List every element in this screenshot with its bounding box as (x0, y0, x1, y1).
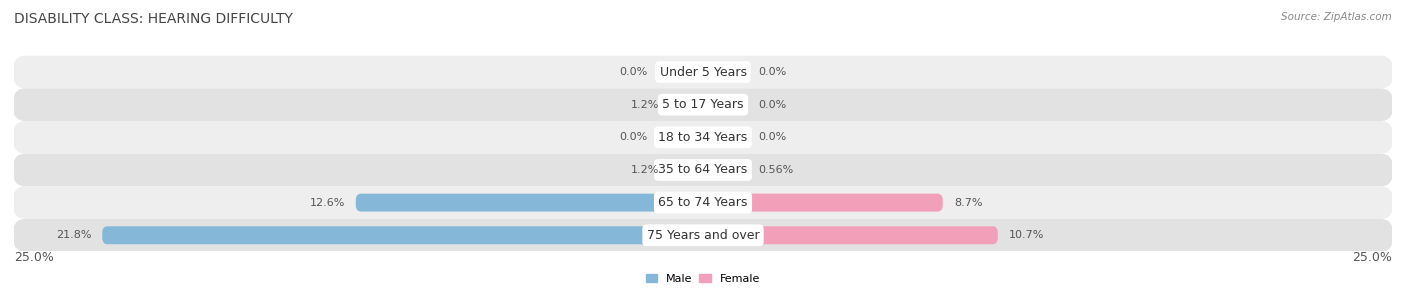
Text: 0.56%: 0.56% (758, 165, 793, 175)
Text: 5 to 17 Years: 5 to 17 Years (662, 98, 744, 111)
FancyBboxPatch shape (703, 194, 943, 211)
Text: 18 to 34 Years: 18 to 34 Years (658, 131, 748, 144)
FancyBboxPatch shape (13, 219, 1393, 252)
FancyBboxPatch shape (13, 121, 1393, 154)
FancyBboxPatch shape (699, 128, 703, 146)
Text: 65 to 74 Years: 65 to 74 Years (658, 196, 748, 209)
FancyBboxPatch shape (669, 96, 703, 114)
Text: DISABILITY CLASS: HEARING DIFFICULTY: DISABILITY CLASS: HEARING DIFFICULTY (14, 12, 292, 26)
FancyBboxPatch shape (703, 63, 707, 81)
Text: 75 Years and over: 75 Years and over (647, 229, 759, 242)
Text: 8.7%: 8.7% (953, 198, 983, 207)
Text: 0.0%: 0.0% (758, 67, 786, 77)
Text: 0.0%: 0.0% (758, 100, 786, 110)
Text: 0.0%: 0.0% (758, 132, 786, 142)
FancyBboxPatch shape (13, 88, 1393, 121)
Text: 10.7%: 10.7% (1010, 230, 1045, 240)
FancyBboxPatch shape (13, 154, 1393, 186)
Text: 1.2%: 1.2% (630, 165, 659, 175)
FancyBboxPatch shape (13, 186, 1393, 219)
Text: 35 to 64 Years: 35 to 64 Years (658, 163, 748, 177)
FancyBboxPatch shape (669, 161, 703, 179)
Text: 0.0%: 0.0% (620, 67, 648, 77)
FancyBboxPatch shape (103, 226, 703, 244)
Legend: Male, Female: Male, Female (641, 270, 765, 289)
Text: 25.0%: 25.0% (1353, 251, 1392, 264)
Text: 25.0%: 25.0% (14, 251, 53, 264)
FancyBboxPatch shape (703, 128, 707, 146)
Text: Under 5 Years: Under 5 Years (659, 65, 747, 79)
Text: 21.8%: 21.8% (56, 230, 91, 240)
FancyBboxPatch shape (703, 226, 998, 244)
FancyBboxPatch shape (703, 96, 707, 114)
Text: 0.0%: 0.0% (620, 132, 648, 142)
Text: 12.6%: 12.6% (309, 198, 344, 207)
FancyBboxPatch shape (13, 56, 1393, 88)
FancyBboxPatch shape (699, 63, 703, 81)
FancyBboxPatch shape (356, 194, 703, 211)
Text: Source: ZipAtlas.com: Source: ZipAtlas.com (1281, 12, 1392, 22)
Text: 1.2%: 1.2% (630, 100, 659, 110)
FancyBboxPatch shape (703, 161, 718, 179)
